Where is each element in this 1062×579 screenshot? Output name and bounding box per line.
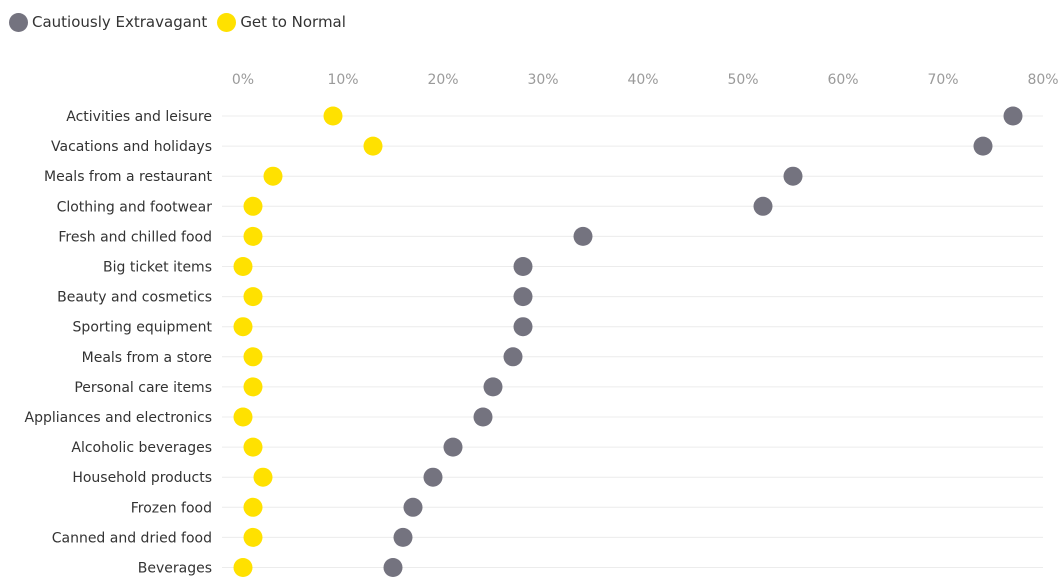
legend-swatch-cautiously-extravagant	[9, 12, 28, 32]
legend-item-get-to-normal[interactable]: Get to Normal	[217, 12, 346, 32]
x-tick-label: 10%	[327, 72, 358, 88]
x-tick-label: 40%	[627, 72, 658, 88]
data-point-get-to-normal[interactable]	[243, 437, 263, 457]
data-point-cautiously-extravagant[interactable]	[573, 226, 593, 246]
category-label: Sporting equipment	[73, 320, 213, 336]
x-tick-label: 60%	[827, 72, 858, 88]
category-label: Personal care items	[74, 380, 212, 396]
data-point-cautiously-extravagant[interactable]	[1003, 106, 1023, 126]
legend-label-get-to-normal: Get to Normal	[240, 13, 346, 31]
category-label: Frozen food	[131, 500, 212, 516]
data-point-cautiously-extravagant[interactable]	[423, 467, 443, 487]
data-point-get-to-normal[interactable]	[233, 407, 253, 427]
data-point-cautiously-extravagant[interactable]	[513, 317, 533, 337]
category-label: Big ticket items	[103, 260, 212, 276]
data-point-get-to-normal[interactable]	[233, 257, 253, 276]
category-label: Beauty and cosmetics	[57, 290, 212, 306]
legend-item-cautiously-extravagant[interactable]: Cautiously Extravagant	[9, 12, 208, 32]
category-label: Vacations and holidays	[51, 139, 212, 155]
category-label: Meals from a restaurant	[44, 169, 212, 185]
data-point-get-to-normal[interactable]	[243, 377, 263, 397]
x-tick-label: 70%	[927, 72, 958, 88]
data-point-cautiously-extravagant[interactable]	[483, 377, 503, 397]
data-point-cautiously-extravagant[interactable]	[403, 497, 423, 517]
data-point-cautiously-extravagant[interactable]	[473, 407, 493, 427]
category-label: Clothing and footwear	[57, 199, 213, 215]
data-point-cautiously-extravagant[interactable]	[973, 136, 993, 156]
x-tick-label: 50%	[727, 72, 758, 88]
data-point-get-to-normal[interactable]	[263, 166, 283, 186]
x-tick-label: 20%	[427, 72, 458, 88]
data-point-get-to-normal[interactable]	[243, 347, 263, 367]
category-label: Household products	[72, 470, 212, 486]
category-label: Canned and dried food	[52, 530, 212, 546]
x-tick-label: 0%	[232, 72, 254, 88]
legend-label-cautiously-extravagant: Cautiously Extravagant	[32, 13, 208, 31]
data-point-get-to-normal[interactable]	[233, 317, 253, 337]
data-point-get-to-normal[interactable]	[363, 136, 383, 156]
data-point-cautiously-extravagant[interactable]	[513, 257, 533, 276]
category-label: Appliances and electronics	[25, 410, 213, 426]
data-point-get-to-normal[interactable]	[243, 287, 263, 307]
data-point-cautiously-extravagant[interactable]	[783, 166, 803, 186]
data-point-cautiously-extravagant[interactable]	[383, 558, 403, 577]
x-tick-label: 80%	[1027, 72, 1058, 88]
data-point-cautiously-extravagant[interactable]	[443, 437, 463, 457]
category-label: Alcoholic beverages	[71, 440, 212, 456]
data-point-get-to-normal[interactable]	[243, 226, 263, 246]
data-point-get-to-normal[interactable]	[253, 467, 273, 487]
data-point-cautiously-extravagant[interactable]	[753, 196, 773, 216]
data-point-get-to-normal[interactable]	[243, 527, 263, 547]
data-point-cautiously-extravagant[interactable]	[513, 287, 533, 307]
legend: Cautiously Extravagant Get to Normal	[9, 10, 346, 34]
data-point-get-to-normal[interactable]	[233, 558, 253, 577]
x-tick-label: 30%	[527, 72, 558, 88]
data-point-get-to-normal[interactable]	[243, 196, 263, 216]
category-label: Beverages	[138, 561, 212, 577]
data-point-get-to-normal[interactable]	[243, 497, 263, 517]
legend-swatch-get-to-normal	[217, 12, 237, 32]
category-label: Fresh and chilled food	[58, 229, 212, 245]
category-label: Meals from a store	[82, 350, 212, 366]
data-point-cautiously-extravagant[interactable]	[393, 527, 413, 547]
data-point-cautiously-extravagant[interactable]	[503, 347, 523, 367]
category-label: Activities and leisure	[66, 109, 212, 125]
data-point-get-to-normal[interactable]	[323, 106, 343, 126]
